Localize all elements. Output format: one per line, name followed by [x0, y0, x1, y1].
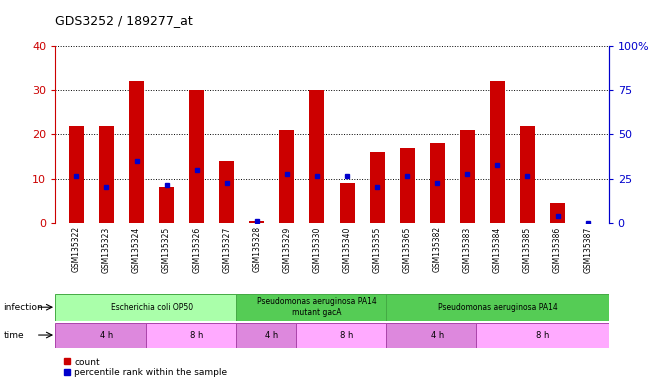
- Text: GSM135322: GSM135322: [72, 226, 81, 272]
- Bar: [490, 81, 505, 223]
- Text: GSM135365: GSM135365: [403, 226, 411, 273]
- Bar: [159, 187, 174, 223]
- Text: infection: infection: [3, 303, 43, 312]
- Text: GSM135384: GSM135384: [493, 226, 502, 273]
- Text: Pseudomonas aeruginosa PA14
mutant gacA: Pseudomonas aeruginosa PA14 mutant gacA: [257, 298, 377, 317]
- Text: Pseudomonas aeruginosa PA14: Pseudomonas aeruginosa PA14: [437, 303, 557, 312]
- Text: GSM135382: GSM135382: [433, 226, 442, 272]
- Bar: [219, 161, 234, 223]
- Text: GSM135329: GSM135329: [283, 226, 292, 273]
- Bar: [430, 143, 445, 223]
- Bar: [386, 323, 488, 348]
- Text: 8 h: 8 h: [340, 331, 353, 339]
- Bar: [309, 90, 324, 223]
- Text: GSM135325: GSM135325: [162, 226, 171, 273]
- Text: 4 h: 4 h: [100, 331, 113, 339]
- Bar: [129, 81, 144, 223]
- Bar: [386, 294, 609, 321]
- Text: GSM135355: GSM135355: [372, 226, 381, 273]
- Bar: [340, 183, 355, 223]
- Bar: [146, 323, 248, 348]
- Text: 4 h: 4 h: [431, 331, 444, 339]
- Bar: [520, 126, 535, 223]
- Bar: [279, 130, 294, 223]
- Bar: [55, 294, 248, 321]
- Text: Escherichia coli OP50: Escherichia coli OP50: [111, 303, 193, 312]
- Text: 4 h: 4 h: [265, 331, 279, 339]
- Text: GSM135327: GSM135327: [222, 226, 231, 273]
- Text: GSM135330: GSM135330: [312, 226, 322, 273]
- Bar: [550, 203, 565, 223]
- Text: GSM135324: GSM135324: [132, 226, 141, 273]
- Bar: [99, 126, 114, 223]
- Bar: [189, 90, 204, 223]
- Text: GSM135386: GSM135386: [553, 226, 562, 273]
- Text: GSM135385: GSM135385: [523, 226, 532, 273]
- Legend: count, percentile rank within the sample: count, percentile rank within the sample: [60, 354, 231, 381]
- Bar: [400, 148, 415, 223]
- Text: GDS3252 / 189277_at: GDS3252 / 189277_at: [55, 14, 193, 27]
- Bar: [236, 294, 398, 321]
- Bar: [69, 126, 84, 223]
- Bar: [55, 323, 158, 348]
- Text: GSM135387: GSM135387: [583, 226, 592, 273]
- Text: time: time: [3, 331, 24, 339]
- Bar: [249, 220, 264, 223]
- Bar: [236, 323, 308, 348]
- Bar: [460, 130, 475, 223]
- Bar: [370, 152, 385, 223]
- Bar: [296, 323, 398, 348]
- Text: 8 h: 8 h: [536, 331, 549, 339]
- Text: GSM135340: GSM135340: [342, 226, 352, 273]
- Text: GSM135326: GSM135326: [192, 226, 201, 273]
- Text: 8 h: 8 h: [190, 331, 203, 339]
- Text: GSM135328: GSM135328: [253, 226, 261, 272]
- Text: GSM135323: GSM135323: [102, 226, 111, 273]
- Text: GSM135383: GSM135383: [463, 226, 472, 273]
- Bar: [477, 323, 609, 348]
